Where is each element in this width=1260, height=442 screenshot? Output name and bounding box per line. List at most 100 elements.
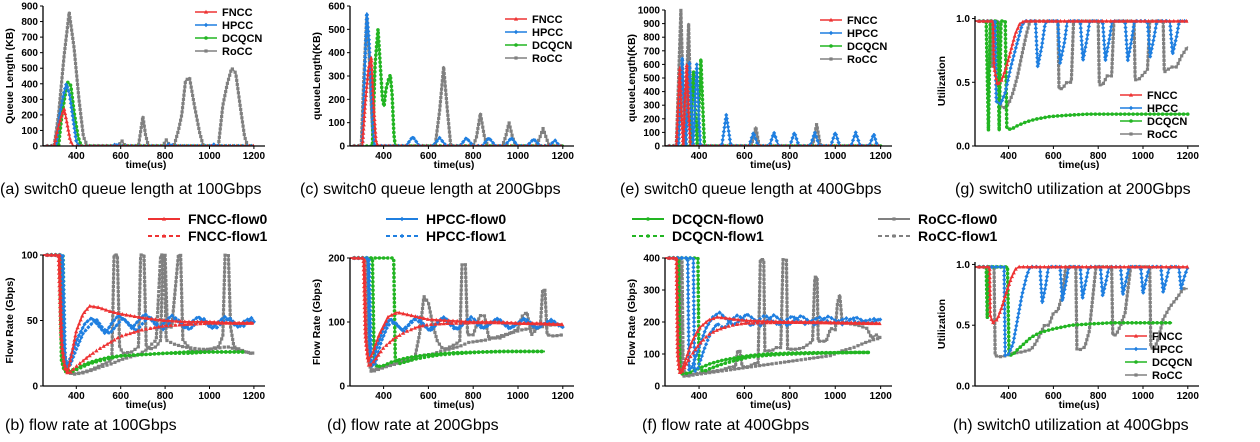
series-rocc-flow1-marker bbox=[210, 347, 214, 351]
series-fncc-flow1-marker bbox=[698, 340, 703, 345]
series-rocc-flow1-marker bbox=[749, 365, 753, 369]
series-hpcc-marker bbox=[365, 24, 371, 30]
series-dcqcn-flow1-marker bbox=[497, 349, 502, 354]
series-hpcc-marker bbox=[362, 76, 367, 81]
series-hpcc-flow1-marker bbox=[367, 278, 372, 284]
series-rocc-flow0-marker bbox=[498, 336, 502, 340]
series-dcqcn-marker bbox=[1177, 112, 1182, 116]
series-fncc-flow1-marker bbox=[504, 320, 509, 325]
series-hpcc-flow1-marker bbox=[390, 320, 395, 326]
series-dcqcn-marker bbox=[1139, 112, 1144, 116]
series-rocc-flow0-marker bbox=[244, 350, 249, 354]
series-hpcc-marker bbox=[1081, 57, 1086, 62]
series-fncc-flow1-marker bbox=[538, 321, 543, 326]
series-rocc-marker bbox=[80, 124, 84, 128]
series-rocc-flow0-marker bbox=[865, 326, 869, 330]
series-dcqcn-marker bbox=[1085, 112, 1089, 116]
series-rocc-marker bbox=[75, 82, 80, 86]
series-fncc-marker bbox=[1006, 58, 1011, 62]
series-hpcc-marker bbox=[1176, 22, 1181, 27]
series-hpcc-marker bbox=[994, 91, 999, 96]
series-hpcc-marker bbox=[1107, 37, 1112, 42]
series-rocc-flow1-marker bbox=[154, 336, 158, 340]
series-rocc-flow1-marker bbox=[876, 337, 880, 341]
series-hpcc-marker bbox=[372, 142, 377, 146]
series-fncc-flow1-marker bbox=[475, 320, 480, 325]
series-rocc-flow0-marker bbox=[116, 264, 120, 268]
series-fncc-flow1-marker bbox=[676, 353, 681, 357]
series-dcqcn-marker bbox=[1039, 116, 1043, 120]
series-rocc-marker bbox=[474, 135, 479, 139]
series-rocc-flow0-marker bbox=[164, 295, 169, 299]
series-dcqcn-flow1-marker bbox=[715, 364, 720, 368]
series-hpcc-flow1-marker bbox=[691, 290, 696, 295]
series-dcqcn-flow0-marker bbox=[684, 371, 689, 376]
series-dcqcn-flow0-marker bbox=[728, 357, 732, 361]
series-hpcc-flow1-marker bbox=[688, 255, 693, 261]
series-rocc-flow0-marker bbox=[868, 334, 873, 338]
series-fncc-flow1-marker bbox=[363, 333, 369, 338]
series-fncc-flow1-marker bbox=[772, 320, 777, 325]
series-rocc-marker bbox=[438, 100, 443, 104]
series-rocc-flow0-marker bbox=[221, 333, 225, 337]
series-rocc-flow0-marker bbox=[785, 296, 789, 300]
series-rocc-marker bbox=[1024, 34, 1028, 38]
series-hpcc-flow1-marker bbox=[364, 255, 369, 261]
series-rocc-flow0-marker bbox=[767, 349, 771, 353]
series-rocc-flow0-marker bbox=[458, 313, 463, 317]
series-rocc-marker bbox=[537, 138, 541, 142]
series-rocc-marker bbox=[1143, 70, 1147, 74]
series-dcqcn-marker bbox=[1011, 126, 1016, 130]
series-rocc-flow0-marker bbox=[222, 270, 227, 274]
series-fncc-flow0-marker bbox=[719, 315, 724, 320]
series-dcqcn-marker bbox=[1003, 28, 1008, 33]
series-fncc-marker bbox=[361, 130, 366, 135]
series-rocc-marker bbox=[70, 28, 74, 32]
series-hpcc-marker bbox=[1034, 51, 1040, 56]
series-hpcc-marker bbox=[696, 116, 702, 122]
series-fncc-flow0-marker bbox=[421, 316, 426, 320]
series-rocc-flow1-marker bbox=[205, 347, 210, 351]
series-rocc-flow0-marker bbox=[463, 267, 468, 271]
series-rocc-flow1-marker bbox=[165, 338, 169, 343]
series-hpcc-marker bbox=[754, 140, 760, 146]
series-rocc-flow1-marker bbox=[495, 335, 500, 339]
series-fncc-flow1-marker bbox=[390, 337, 395, 342]
series-dcqcn-flow1-marker bbox=[410, 358, 414, 362]
series-rocc-marker bbox=[678, 42, 682, 46]
series-fncc-marker bbox=[370, 87, 375, 92]
series-rocc-flow1-marker bbox=[121, 357, 125, 361]
series-rocc-marker bbox=[1111, 49, 1115, 53]
series-rocc-flow1-marker bbox=[85, 370, 89, 374]
series-rocc-flow0-marker bbox=[165, 308, 169, 312]
series-fncc-flow1-marker bbox=[58, 278, 63, 282]
series-rocc-flow0-marker bbox=[784, 262, 789, 267]
series-rocc-marker bbox=[58, 92, 63, 97]
series-rocc-flow0-marker bbox=[465, 326, 469, 330]
series-hpcc-marker bbox=[857, 142, 862, 146]
series-hpcc-marker bbox=[725, 120, 730, 125]
y-axis-label: queueLength(KB) bbox=[311, 32, 323, 120]
series-hpcc-flow1-marker bbox=[691, 328, 697, 333]
series-fncc-flow1-marker bbox=[559, 322, 564, 327]
series-rocc-marker bbox=[434, 137, 438, 141]
series-hpcc-marker bbox=[1013, 45, 1018, 51]
series-hpcc-marker bbox=[791, 131, 796, 137]
series-dcqcn-marker bbox=[373, 61, 377, 66]
series-rocc-flow0-marker bbox=[785, 325, 789, 330]
series-hpcc-flow1-marker bbox=[122, 317, 128, 323]
series-fncc-flow0-marker bbox=[73, 333, 78, 338]
series-hpcc-flow0-marker bbox=[194, 315, 199, 321]
series-fncc-flow0-marker bbox=[373, 341, 378, 346]
series-rocc-flow0-marker bbox=[839, 312, 843, 316]
series-dcqcn-flow1-marker bbox=[768, 353, 773, 357]
series-hpcc-flow1-marker bbox=[61, 300, 67, 305]
series-rocc-marker bbox=[57, 109, 61, 113]
series-rocc-flow0-marker bbox=[137, 311, 141, 315]
series-hpcc-marker bbox=[1146, 29, 1151, 34]
series-fncc-marker bbox=[67, 135, 72, 140]
series-dcqcn-marker bbox=[1106, 112, 1110, 116]
series-hpcc-marker bbox=[1101, 25, 1106, 31]
series-dcqcn-flow1-marker bbox=[747, 355, 752, 359]
series-rocc-marker bbox=[1069, 73, 1074, 77]
